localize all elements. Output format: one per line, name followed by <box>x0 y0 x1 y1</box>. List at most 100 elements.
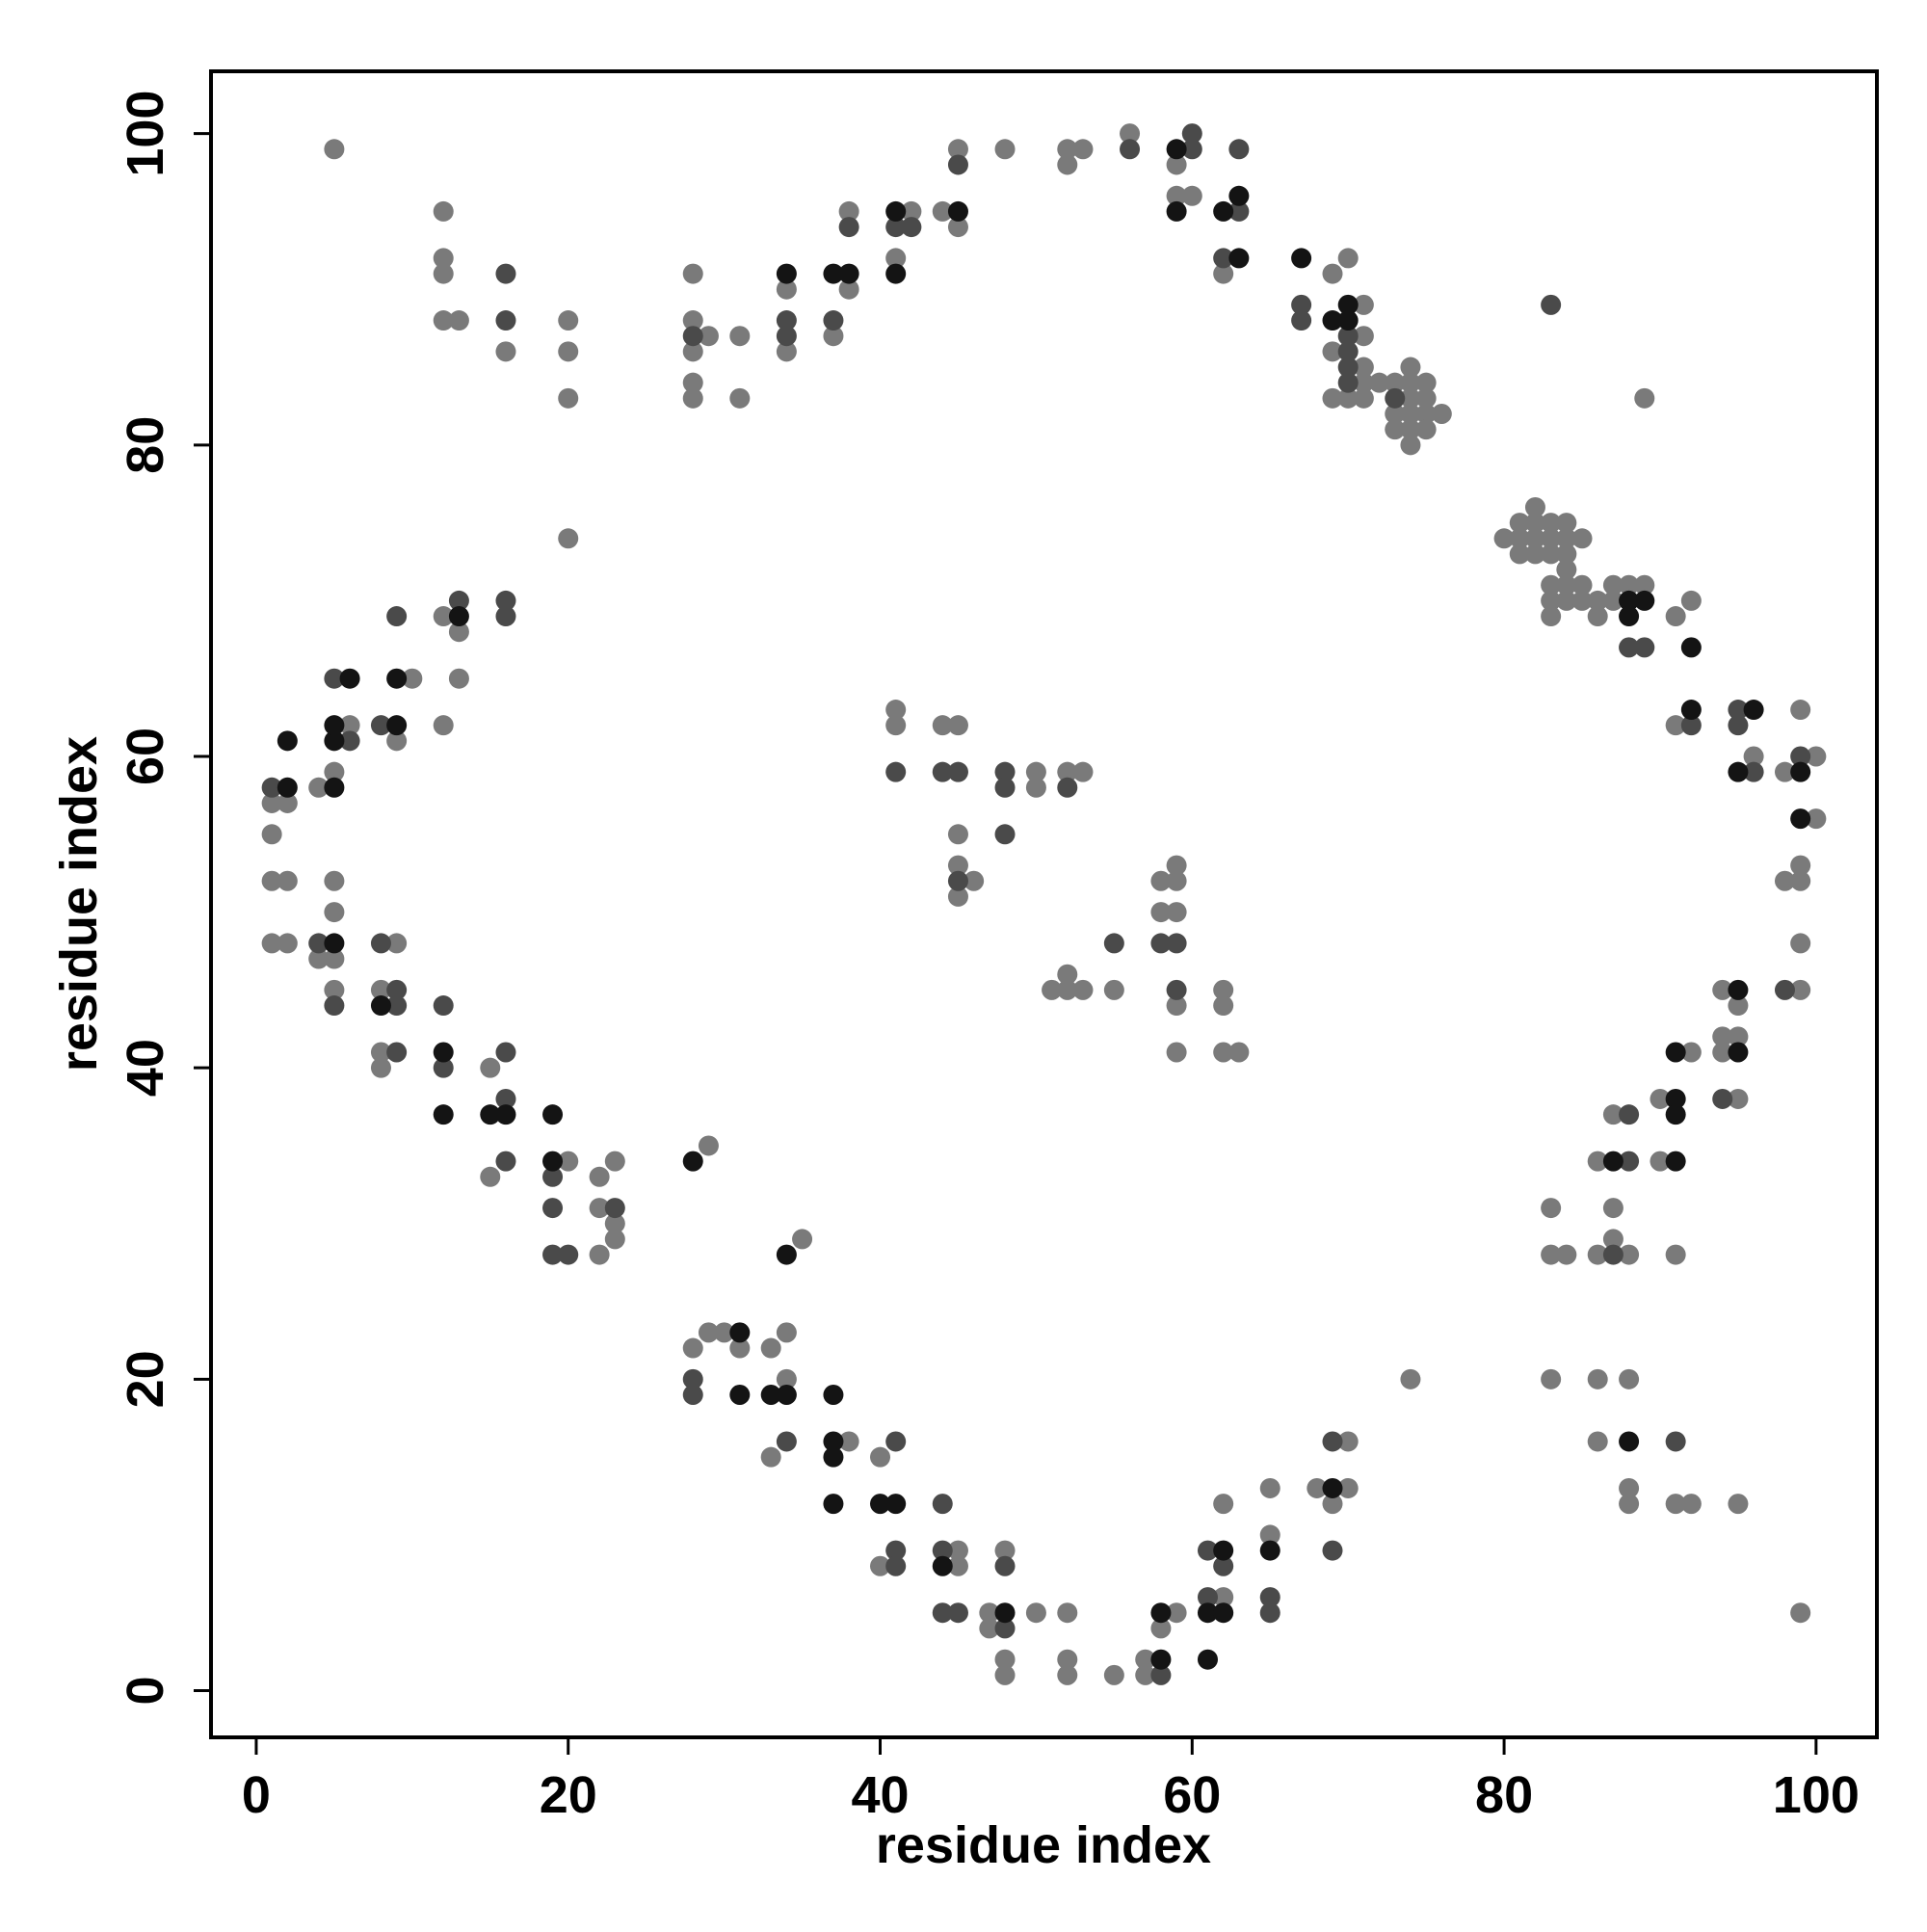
point <box>823 1385 844 1406</box>
point <box>1337 1477 1359 1498</box>
point <box>1400 372 1421 393</box>
point <box>261 824 282 845</box>
point <box>1431 403 1452 424</box>
point <box>1057 1602 1078 1624</box>
point <box>1665 1104 1686 1125</box>
point <box>1213 1494 1234 1515</box>
point <box>1385 403 1406 424</box>
point <box>277 777 298 798</box>
point <box>1619 1477 1640 1498</box>
point <box>760 1385 781 1406</box>
point <box>1602 1244 1623 1265</box>
point <box>1291 310 1312 331</box>
point <box>838 200 859 222</box>
point <box>558 341 579 362</box>
point <box>1680 637 1702 658</box>
point <box>277 933 298 954</box>
point <box>324 761 345 782</box>
point <box>1228 200 1250 222</box>
point <box>682 1385 703 1406</box>
point <box>682 372 703 393</box>
point <box>1556 1244 1577 1265</box>
point <box>1650 1151 1671 1172</box>
point <box>386 979 408 1000</box>
point <box>1120 123 1141 145</box>
point <box>433 606 454 627</box>
point <box>1072 139 1094 160</box>
point <box>885 200 907 222</box>
point <box>1619 590 1640 611</box>
point <box>885 263 907 284</box>
point <box>480 1057 501 1078</box>
point <box>1556 528 1577 549</box>
point <box>480 1166 501 1187</box>
point <box>1541 606 1562 627</box>
point <box>558 310 579 331</box>
point <box>870 1555 891 1576</box>
point <box>1197 1587 1218 1608</box>
point <box>370 715 391 736</box>
point <box>1072 979 1094 1000</box>
point <box>1337 341 1359 362</box>
point <box>495 341 516 362</box>
point <box>308 948 330 969</box>
point <box>1556 574 1577 595</box>
point <box>1790 746 1811 767</box>
point <box>433 1104 454 1125</box>
point <box>1213 1540 1234 1561</box>
y-tick-label: 60 <box>117 728 174 785</box>
point <box>1634 387 1655 409</box>
point <box>776 1431 797 1452</box>
point <box>1322 1477 1343 1498</box>
point <box>1181 123 1202 145</box>
point <box>1524 528 1545 549</box>
point <box>682 1368 703 1389</box>
point <box>433 310 454 331</box>
point <box>1337 248 1359 269</box>
point <box>1556 513 1577 534</box>
point <box>1665 715 1686 736</box>
point <box>1619 1104 1640 1125</box>
point <box>1228 185 1250 206</box>
point <box>1385 419 1406 440</box>
point <box>1541 1368 1562 1389</box>
point <box>324 979 345 1000</box>
point <box>1228 1042 1250 1063</box>
point <box>947 824 968 845</box>
point <box>682 387 703 409</box>
point <box>1728 1088 1749 1109</box>
point <box>1712 1088 1733 1109</box>
point <box>870 1446 891 1468</box>
point <box>1259 1477 1280 1498</box>
point <box>1790 870 1811 891</box>
point <box>1619 1431 1640 1452</box>
point <box>1322 387 1343 409</box>
point <box>495 1104 516 1125</box>
point <box>324 139 345 160</box>
point <box>1665 1494 1686 1515</box>
y-tick-label: 0 <box>117 1676 174 1705</box>
point <box>433 200 454 222</box>
point <box>1057 761 1078 782</box>
point <box>1774 870 1795 891</box>
point <box>1103 933 1124 954</box>
point <box>994 761 1016 782</box>
point <box>1415 403 1437 424</box>
point <box>1619 606 1640 627</box>
point <box>1680 715 1702 736</box>
point <box>1571 528 1593 549</box>
point <box>1790 761 1811 782</box>
point <box>1728 1494 1749 1515</box>
point <box>1213 979 1234 1000</box>
point <box>1602 1104 1623 1125</box>
x-tick-label: 40 <box>851 1766 909 1824</box>
point <box>1680 1494 1702 1515</box>
point <box>979 1618 1000 1639</box>
point <box>994 824 1016 845</box>
x-tick-label: 60 <box>1163 1766 1221 1824</box>
point <box>1619 1494 1640 1515</box>
point <box>386 715 408 736</box>
x-tick-label: 0 <box>242 1766 271 1824</box>
point <box>823 263 844 284</box>
point <box>932 715 953 736</box>
